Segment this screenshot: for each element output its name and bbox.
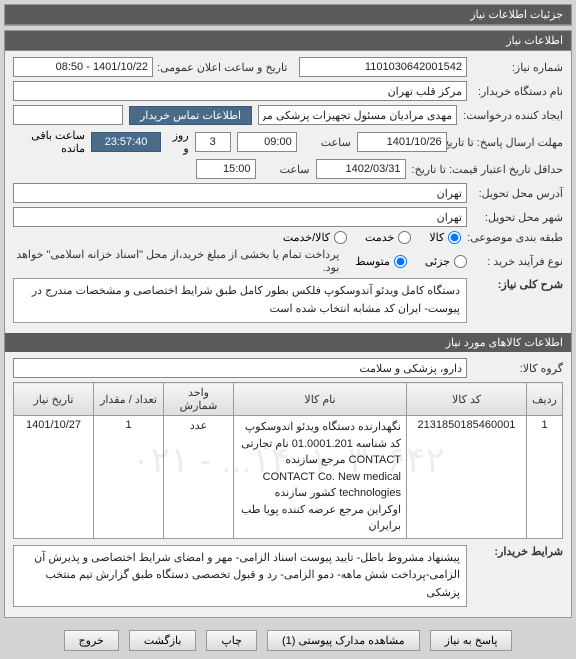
contact-buyer-button[interactable]: اطلاعات تماس خریدار — [129, 106, 252, 125]
delivery-city-field — [13, 207, 467, 227]
time-label-1: ساعت — [303, 136, 351, 149]
cell-unit: عدد — [164, 416, 234, 539]
cell-code: 2131850185460001 — [407, 416, 527, 539]
process-label: نوع فرآیند خرید : — [473, 255, 563, 268]
respond-button[interactable]: پاسخ به نیاز — [430, 630, 513, 651]
goods-group-field — [13, 358, 467, 378]
cat-both-label: کالا/خدمت — [283, 231, 330, 244]
cat-goods-label: کالا — [429, 231, 444, 244]
need-number-label: شماره نیاز: — [473, 61, 563, 74]
cell-date: 1401/10/27 — [14, 416, 94, 539]
proc-medium-radio[interactable] — [394, 255, 407, 268]
cat-service-option[interactable]: خدمت — [365, 231, 411, 244]
buyer-field — [13, 81, 467, 101]
remaining-time — [91, 132, 161, 152]
proc-small-option[interactable]: جزئی — [425, 255, 467, 268]
creator-label: ایجاد کننده درخواست: — [463, 109, 563, 122]
remaining-suffix: ساعت باقی مانده — [13, 129, 85, 155]
response-deadline-date — [357, 132, 447, 152]
cell-name: نگهدارنده دستگاه ویدئو اندوسکوپ کد شناسه… — [234, 416, 407, 539]
response-deadline-time — [237, 132, 297, 152]
delivery-addr-field — [13, 183, 467, 203]
need-number-field — [299, 57, 467, 77]
th-code: کد کالا — [407, 383, 527, 416]
proc-medium-option[interactable]: متوسط — [355, 255, 407, 268]
need-info-title: اطلاعات نیاز — [5, 31, 571, 51]
validity-until-label: حداقل تاریخ اعتبار قیمت: تا تاریخ: — [412, 163, 563, 176]
th-unit: واحد شمارش — [164, 383, 234, 416]
cat-both-option[interactable]: کالا/خدمت — [283, 231, 347, 244]
announce-datetime-field — [13, 57, 153, 77]
details-panel-title: جزئیات اطلاعات نیاز — [5, 5, 571, 25]
buyer-terms-label: شرایط خریدار: — [473, 545, 563, 558]
time-label-2: ساعت — [262, 163, 310, 176]
footer-buttons: پاسخ به نیاز مشاهده مدارک پیوستی (1) چاپ… — [4, 622, 572, 655]
cat-service-label: خدمت — [365, 231, 394, 244]
creator-field — [258, 105, 457, 125]
th-date: تاریخ نیاز — [14, 383, 94, 416]
proc-medium-label: متوسط — [355, 255, 390, 268]
cell-qty: 1 — [94, 416, 164, 539]
buyer-label: نام دستگاه خریدار: — [473, 85, 563, 98]
table-row: 1 2131850185460001 نگهدارنده دستگاه ویدئ… — [14, 416, 563, 539]
category-label: طبقه بندی موضوعی: — [467, 231, 563, 244]
proc-small-label: جزئی — [425, 255, 450, 268]
back-button[interactable]: بازگشت — [129, 630, 197, 651]
response-deadline-label: مهلت ارسال پاسخ: تا تاریخ: — [453, 136, 563, 149]
delivery-city-label: شهر محل تحویل: — [473, 211, 563, 224]
goods-info-title: اطلاعات کالاهای مورد نیاز — [5, 333, 571, 352]
cell-idx: 1 — [527, 416, 563, 539]
goods-table: ردیف کد کالا نام کالا واحد شمارش تعداد /… — [13, 382, 563, 539]
proc-small-radio[interactable] — [454, 255, 467, 268]
announce-datetime-label: تاریخ و ساعت اعلان عمومی: — [159, 61, 287, 74]
main-desc-label: شرح کلی نیاز: — [473, 278, 563, 291]
cat-service-radio[interactable] — [398, 231, 411, 244]
validity-time — [196, 159, 256, 179]
cat-goods-radio[interactable] — [448, 231, 461, 244]
buyer-terms-box: پیشنهاد مشروط باطل- تایید پیوست اسناد ال… — [13, 545, 467, 608]
table-header-row: ردیف کد کالا نام کالا واحد شمارش تعداد /… — [14, 383, 563, 416]
cat-both-radio[interactable] — [334, 231, 347, 244]
exit-button[interactable]: خروج — [64, 630, 119, 651]
th-row: ردیف — [527, 383, 563, 416]
process-note: پرداخت تمام یا بخشی از مبلغ خرید،از محل … — [13, 248, 339, 274]
remaining-days-label: روز و — [167, 129, 189, 155]
cat-goods-option[interactable]: کالا — [429, 231, 461, 244]
attachments-button[interactable]: مشاهده مدارک پیوستی (1) — [267, 630, 420, 651]
remaining-days — [195, 132, 231, 152]
details-panel: جزئیات اطلاعات نیاز — [4, 4, 572, 26]
print-button[interactable]: چاپ — [206, 630, 257, 651]
delivery-addr-label: آدرس محل تحویل: — [473, 187, 563, 200]
main-desc-box: دستگاه کامل ویدئو آندوسکوپ فلکس بطور کام… — [13, 278, 467, 323]
need-info-panel: اطلاعات نیاز شماره نیاز: تاریخ و ساعت اع… — [4, 30, 572, 618]
th-qty: تعداد / مقدار — [94, 383, 164, 416]
blank-box-1 — [13, 105, 123, 125]
validity-date — [316, 159, 406, 179]
goods-group-label: گروه کالا: — [473, 362, 563, 375]
goods-table-wrapper: ۱۴۰۱۰۳۰۶۴۲... - ۰۲۱ ردیف کد کالا نام کال… — [13, 382, 563, 539]
th-name: نام کالا — [234, 383, 407, 416]
